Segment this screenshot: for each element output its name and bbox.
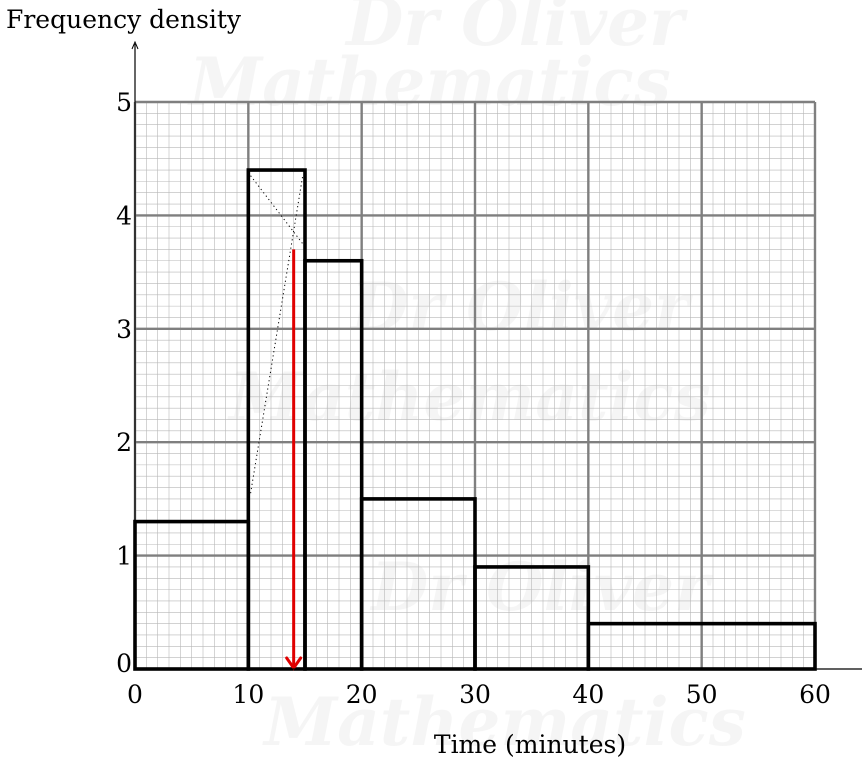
dotted-guide-line	[250, 175, 304, 245]
watermark-text: Dr Oliver	[349, 268, 693, 346]
x-tick-label: 10	[232, 680, 264, 709]
x-axis-label: Time (minutes)	[434, 730, 626, 759]
x-tick-label: 30	[459, 680, 491, 709]
y-tick-label: 2	[116, 428, 132, 457]
median-arrow	[285, 249, 303, 671]
y-tick-label: 0	[116, 649, 132, 678]
y-tick-label: 1	[116, 542, 132, 571]
y-axis-label: Frequency density	[6, 5, 242, 34]
axes	[131, 40, 862, 670]
watermark-text: Dr Oliver	[369, 548, 713, 626]
y-tick-label: 5	[116, 88, 132, 117]
y-axis-arrowhead	[131, 40, 139, 50]
x-tick-label: 60	[799, 680, 831, 709]
x-tick-label: 50	[686, 680, 718, 709]
tick-labels: 0 10 20 30 40 50 60 0 1 2 3 4 5	[116, 88, 831, 709]
x-tick-label: 40	[572, 680, 604, 709]
y-tick-label: 3	[116, 315, 132, 344]
x-tick-label: 20	[346, 680, 378, 709]
dotted-guides	[250, 175, 304, 494]
y-tick-label: 4	[116, 201, 132, 230]
x-tick-label: 0	[127, 680, 143, 709]
arrow-head	[285, 656, 303, 671]
